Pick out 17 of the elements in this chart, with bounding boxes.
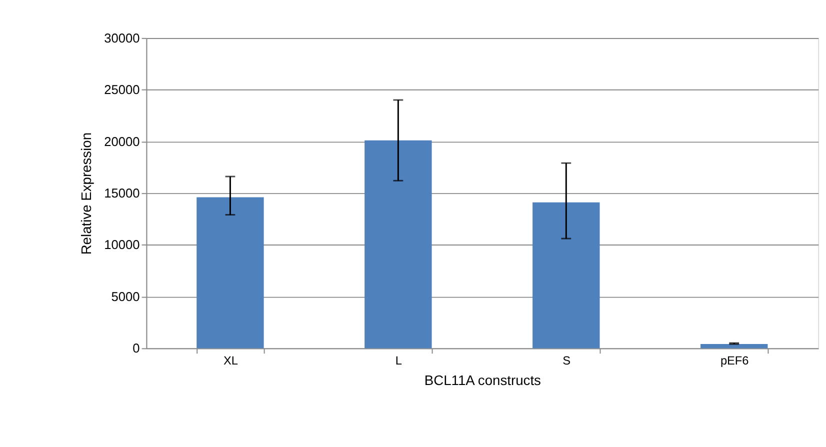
x-tick-label: L [395,353,402,368]
x-tick-label: XL [223,353,238,368]
x-axis-title: BCL11A constructs [424,372,542,388]
bar [364,140,432,348]
y-tick-label: 10000 [104,237,140,252]
y-tick-label: 30000 [104,30,140,46]
bar [532,202,600,348]
y-tick-label: 25000 [104,82,140,98]
bar [700,344,768,348]
y-tick-label: 15000 [104,186,140,201]
y-tick-label: 20000 [104,134,140,149]
x-tick-label: S [562,353,571,368]
y-axis-title: Relative Expression [78,132,94,255]
y-tick-label: 0 [132,340,140,356]
bar [196,197,264,348]
y-tick-label: 5000 [111,288,140,304]
x-tick-label: pEF6 [720,353,750,368]
